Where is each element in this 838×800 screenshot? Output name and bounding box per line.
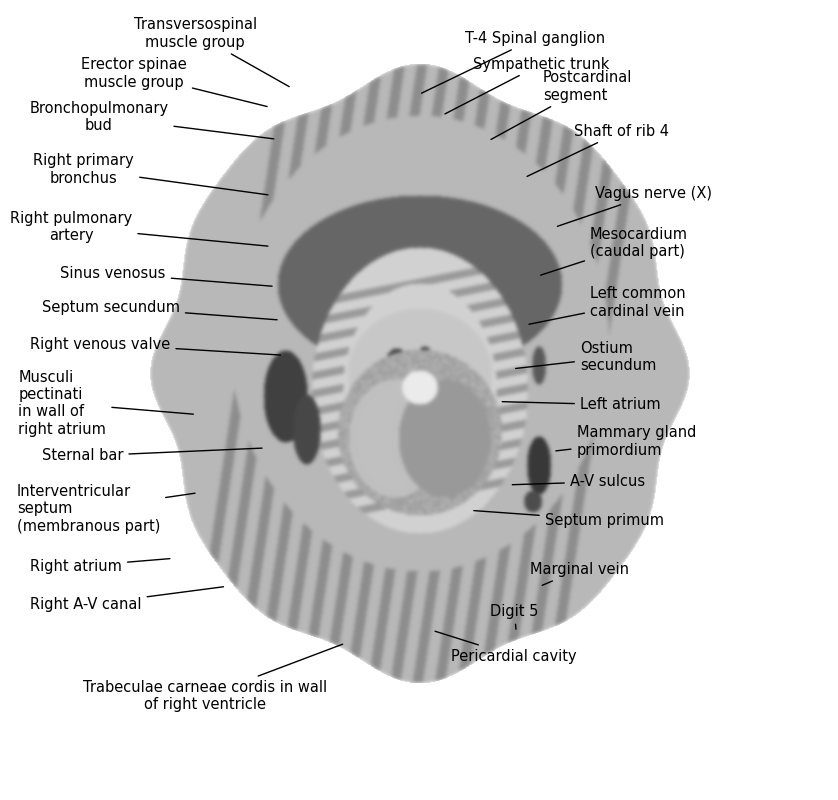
Text: Right A-V canal: Right A-V canal <box>30 586 224 612</box>
Text: Erector spinae
muscle group: Erector spinae muscle group <box>81 58 267 106</box>
Text: Trabeculae carneae cordis in wall
of right ventricle: Trabeculae carneae cordis in wall of rig… <box>83 644 343 712</box>
Text: Mesocardium
(caudal part): Mesocardium (caudal part) <box>541 227 688 275</box>
Text: Vagus nerve (X): Vagus nerve (X) <box>557 186 712 226</box>
Text: Left atrium: Left atrium <box>502 398 660 412</box>
Text: T-4 Spinal ganglion: T-4 Spinal ganglion <box>422 31 605 93</box>
Text: Sternal bar: Sternal bar <box>42 448 262 463</box>
Text: Transversospinal
muscle group: Transversospinal muscle group <box>134 18 289 86</box>
Text: A-V sulcus: A-V sulcus <box>512 474 645 489</box>
Text: Right pulmonary
artery: Right pulmonary artery <box>10 211 268 246</box>
Text: Right primary
bronchus: Right primary bronchus <box>34 154 268 195</box>
Text: Left common
cardinal vein: Left common cardinal vein <box>529 286 685 324</box>
Text: Ostium
secundum: Ostium secundum <box>515 341 656 373</box>
Text: Shaft of rib 4: Shaft of rib 4 <box>527 124 669 176</box>
Text: Sinus venosus: Sinus venosus <box>60 266 272 286</box>
Text: Interventricular
septum
(membranous part): Interventricular septum (membranous part… <box>17 484 195 534</box>
Text: Postcardinal
segment: Postcardinal segment <box>491 70 633 139</box>
Text: Septum secundum: Septum secundum <box>42 300 277 320</box>
Text: Pericardial cavity: Pericardial cavity <box>435 631 577 663</box>
Text: Septum primum: Septum primum <box>473 510 664 527</box>
Text: Digit 5: Digit 5 <box>490 604 539 630</box>
Text: Marginal vein: Marginal vein <box>530 562 628 586</box>
Text: Right venous valve: Right venous valve <box>30 337 281 355</box>
Text: Mammary gland
primordium: Mammary gland primordium <box>556 426 696 458</box>
Text: Bronchopulmonary
bud: Bronchopulmonary bud <box>29 101 274 139</box>
Text: Musculi
pectinati
in wall of
right atrium: Musculi pectinati in wall of right atriu… <box>18 370 194 437</box>
Text: Sympathetic trunk: Sympathetic trunk <box>445 57 610 114</box>
Text: Right atrium: Right atrium <box>30 558 170 574</box>
